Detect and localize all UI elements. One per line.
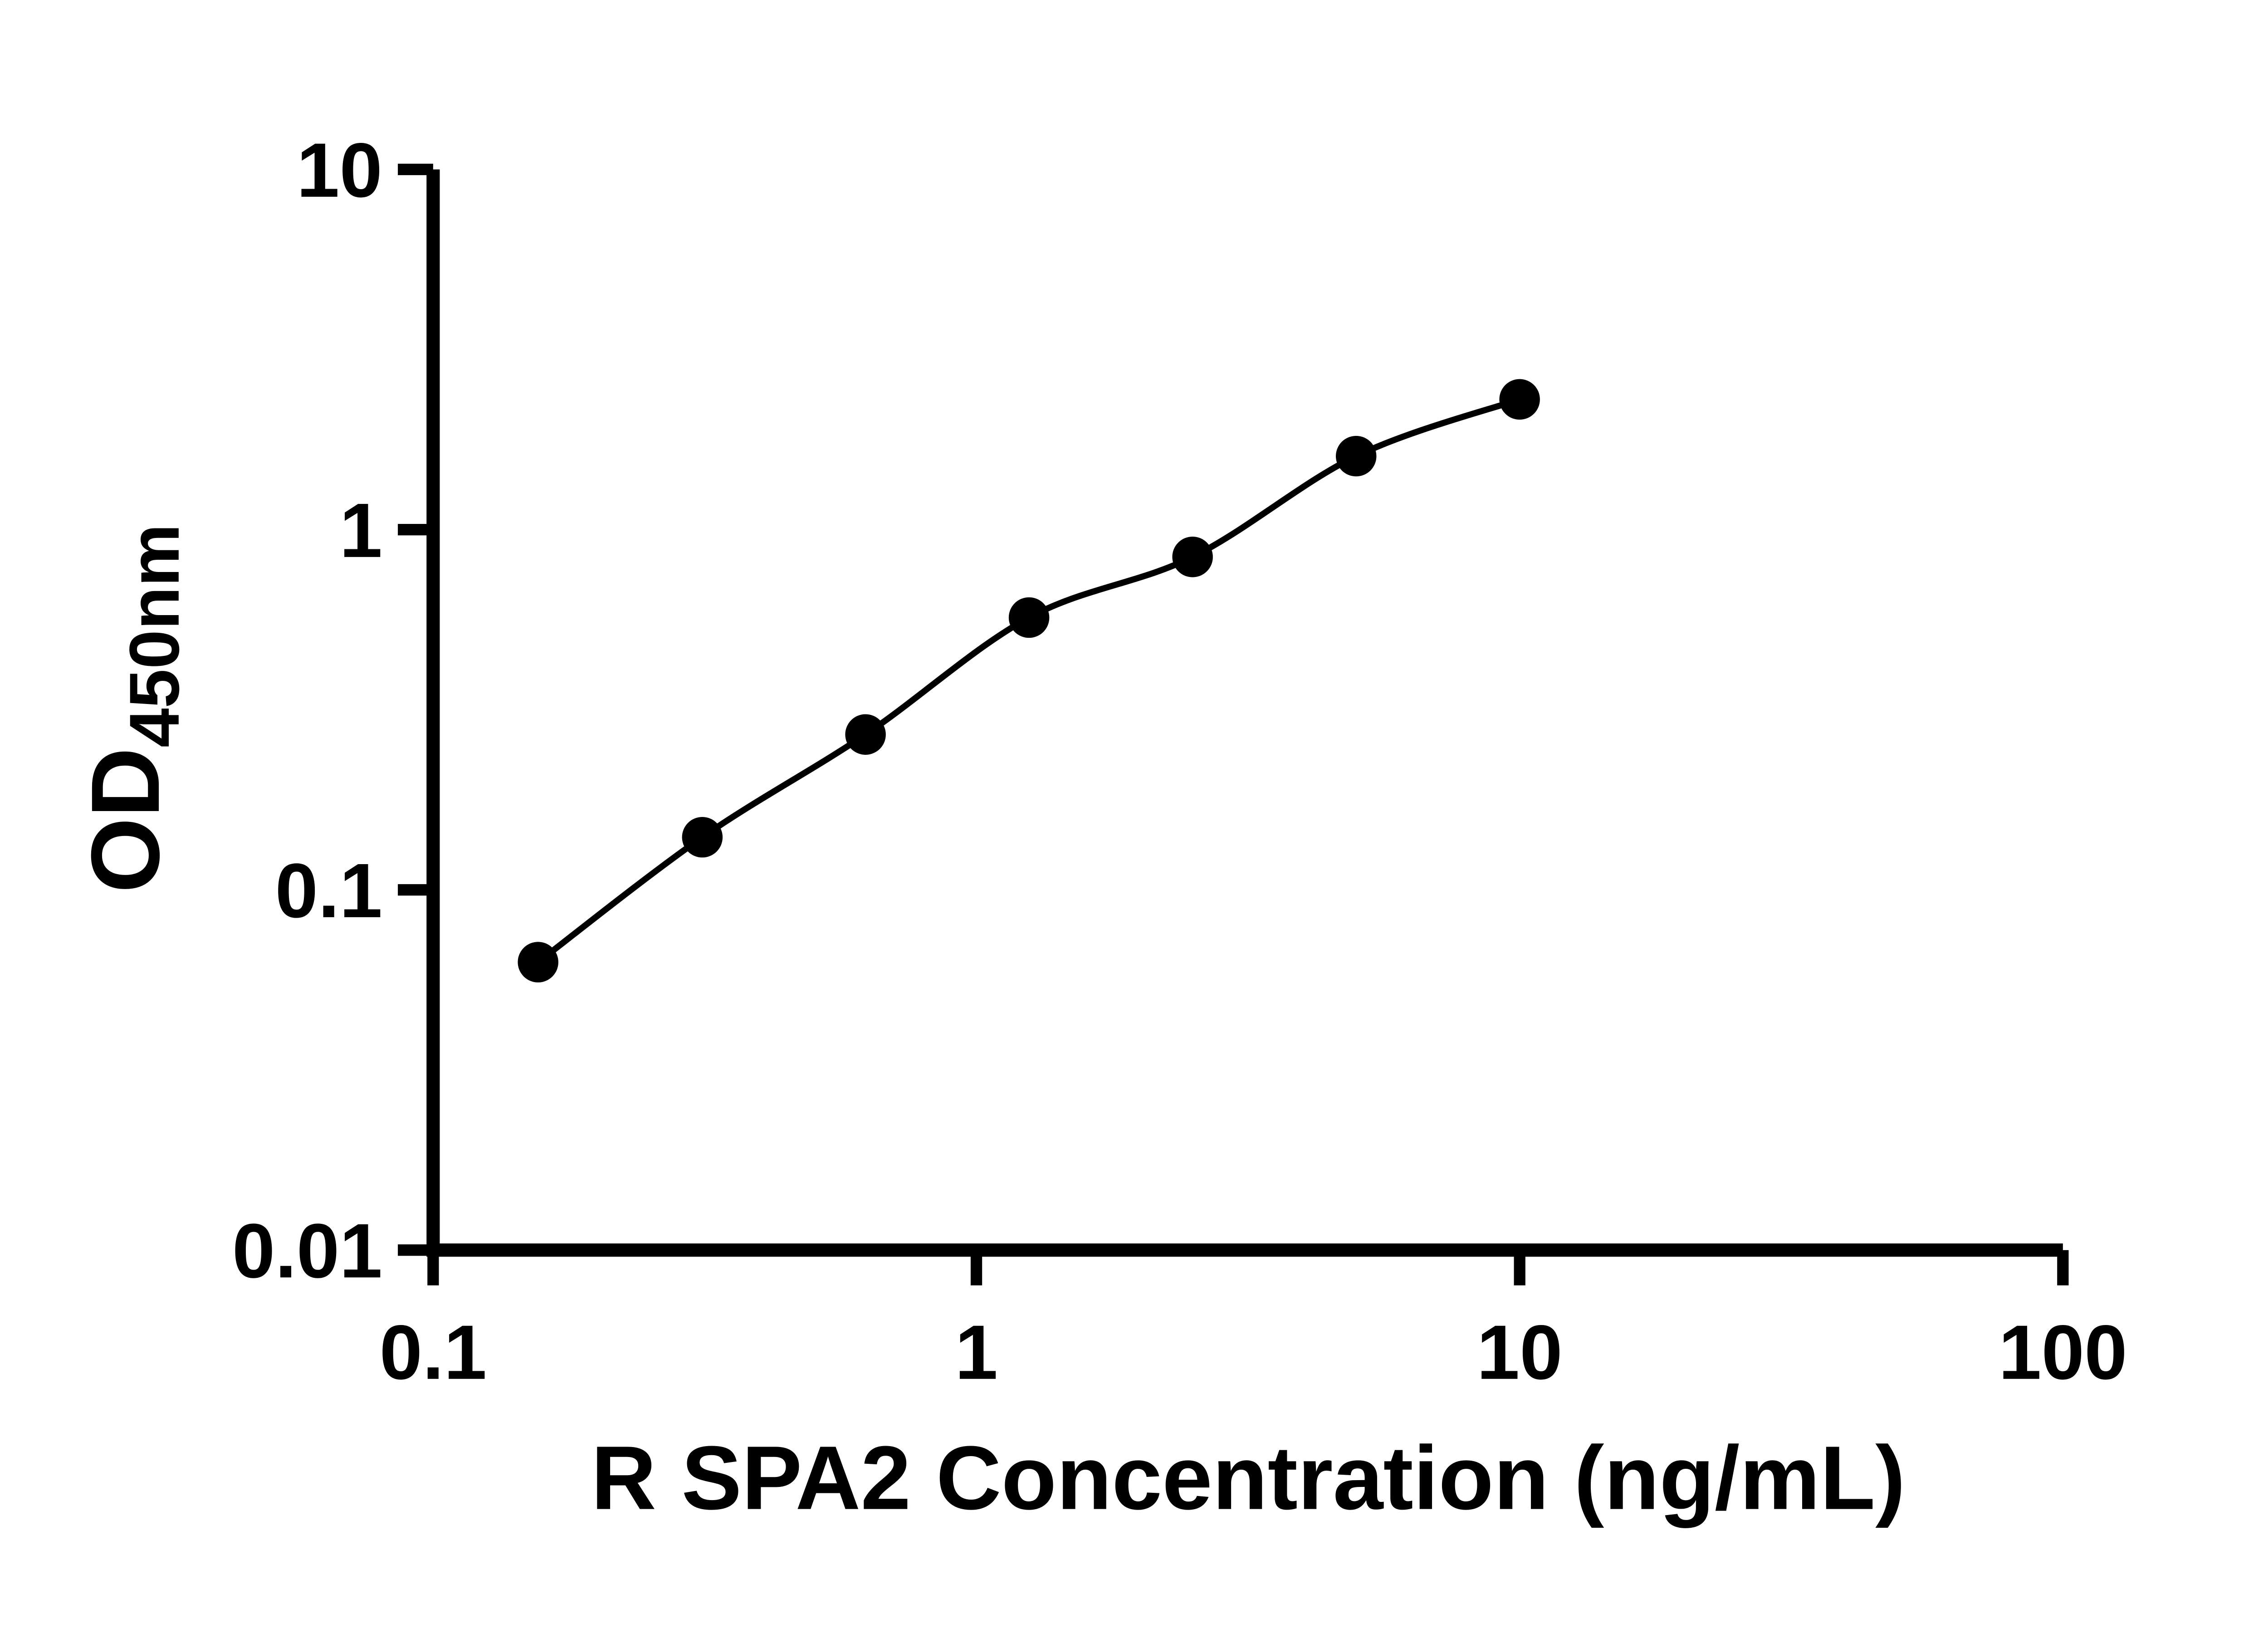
x-axis-title: R SPA2 Concentration (ng/mL) (591, 1428, 1906, 1529)
x-axis-tick-label: 100 (1999, 1310, 2127, 1396)
y-axis-tick-label: 0.1 (275, 848, 383, 934)
plot-area: 0.1 1 10 100 0.01 0.1 1 10 (232, 127, 2127, 1396)
y-axis-title: OD450nm (71, 524, 194, 893)
x-axis-tick-label: 10 (1477, 1310, 1563, 1396)
data-point (682, 816, 723, 858)
data-point (1008, 597, 1050, 638)
y-axis-tick-label: 0.01 (232, 1208, 382, 1294)
y-axis-title-main: OD (71, 748, 180, 893)
data-point (1499, 379, 1540, 420)
y-axis-tick-label: 1 (339, 488, 382, 574)
data-point (1172, 537, 1213, 577)
x-axis-tick-label: 0.1 (380, 1310, 487, 1396)
data-point (518, 942, 558, 983)
fit-curve (536, 396, 1521, 965)
y-axis-title-subscript: 450nm (115, 524, 194, 748)
data-point (1335, 435, 1377, 477)
x-axis-tick-label: 1 (955, 1310, 998, 1396)
y-axis-tick-label: 10 (297, 127, 382, 214)
axis-spines (426, 169, 2063, 1257)
data-point (845, 714, 886, 755)
